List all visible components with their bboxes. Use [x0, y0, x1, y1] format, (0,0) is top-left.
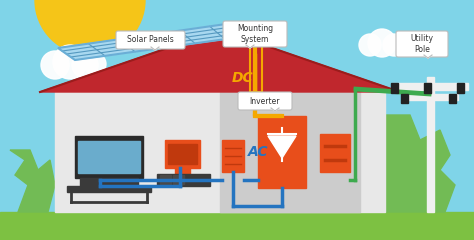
Polygon shape [424, 55, 432, 58]
Bar [165, 140, 200, 168]
Bar [391, 83, 398, 93]
Circle shape [72, 52, 98, 78]
Circle shape [41, 51, 69, 79]
Bar [78, 141, 140, 173]
Text: Utility
Pole: Utility Pole [410, 34, 434, 54]
FancyBboxPatch shape [116, 31, 185, 49]
Bar [320, 134, 350, 172]
Text: Solar Panels: Solar Panels [127, 36, 174, 44]
Bar [160, 175, 171, 184]
Bar [401, 94, 408, 103]
Polygon shape [246, 45, 254, 48]
Bar [457, 83, 464, 93]
Circle shape [359, 34, 381, 56]
Polygon shape [360, 115, 455, 212]
Circle shape [395, 35, 413, 53]
Circle shape [368, 29, 396, 57]
Bar [173, 175, 184, 184]
Polygon shape [10, 150, 55, 212]
Bar [75, 136, 143, 178]
Text: DC: DC [232, 71, 254, 85]
Bar [424, 83, 431, 93]
Circle shape [383, 34, 405, 56]
FancyBboxPatch shape [238, 92, 292, 110]
Bar [222, 140, 244, 172]
Text: Mounting
System: Mounting System [237, 24, 273, 44]
Bar [175, 168, 190, 174]
Bar [427, 77, 434, 212]
Polygon shape [271, 108, 279, 111]
Bar [157, 174, 210, 186]
Circle shape [84, 53, 106, 75]
Polygon shape [58, 22, 255, 60]
Bar [402, 94, 458, 100]
Bar [250, 37, 262, 92]
Text: AC: AC [248, 145, 268, 159]
Bar [258, 116, 306, 188]
FancyBboxPatch shape [396, 31, 448, 57]
Polygon shape [151, 47, 159, 50]
Bar [392, 83, 468, 90]
Bar [220, 92, 360, 212]
Bar [55, 92, 385, 212]
FancyBboxPatch shape [223, 21, 287, 47]
Text: Inverter: Inverter [250, 96, 280, 106]
Polygon shape [237, 22, 258, 34]
Circle shape [53, 45, 87, 79]
Bar [80, 178, 138, 186]
Polygon shape [268, 136, 296, 158]
Bar [449, 94, 456, 103]
Polygon shape [40, 30, 400, 92]
Bar [168, 144, 197, 164]
Circle shape [35, 0, 145, 55]
Bar [0, 212, 474, 240]
Bar [67, 186, 151, 192]
